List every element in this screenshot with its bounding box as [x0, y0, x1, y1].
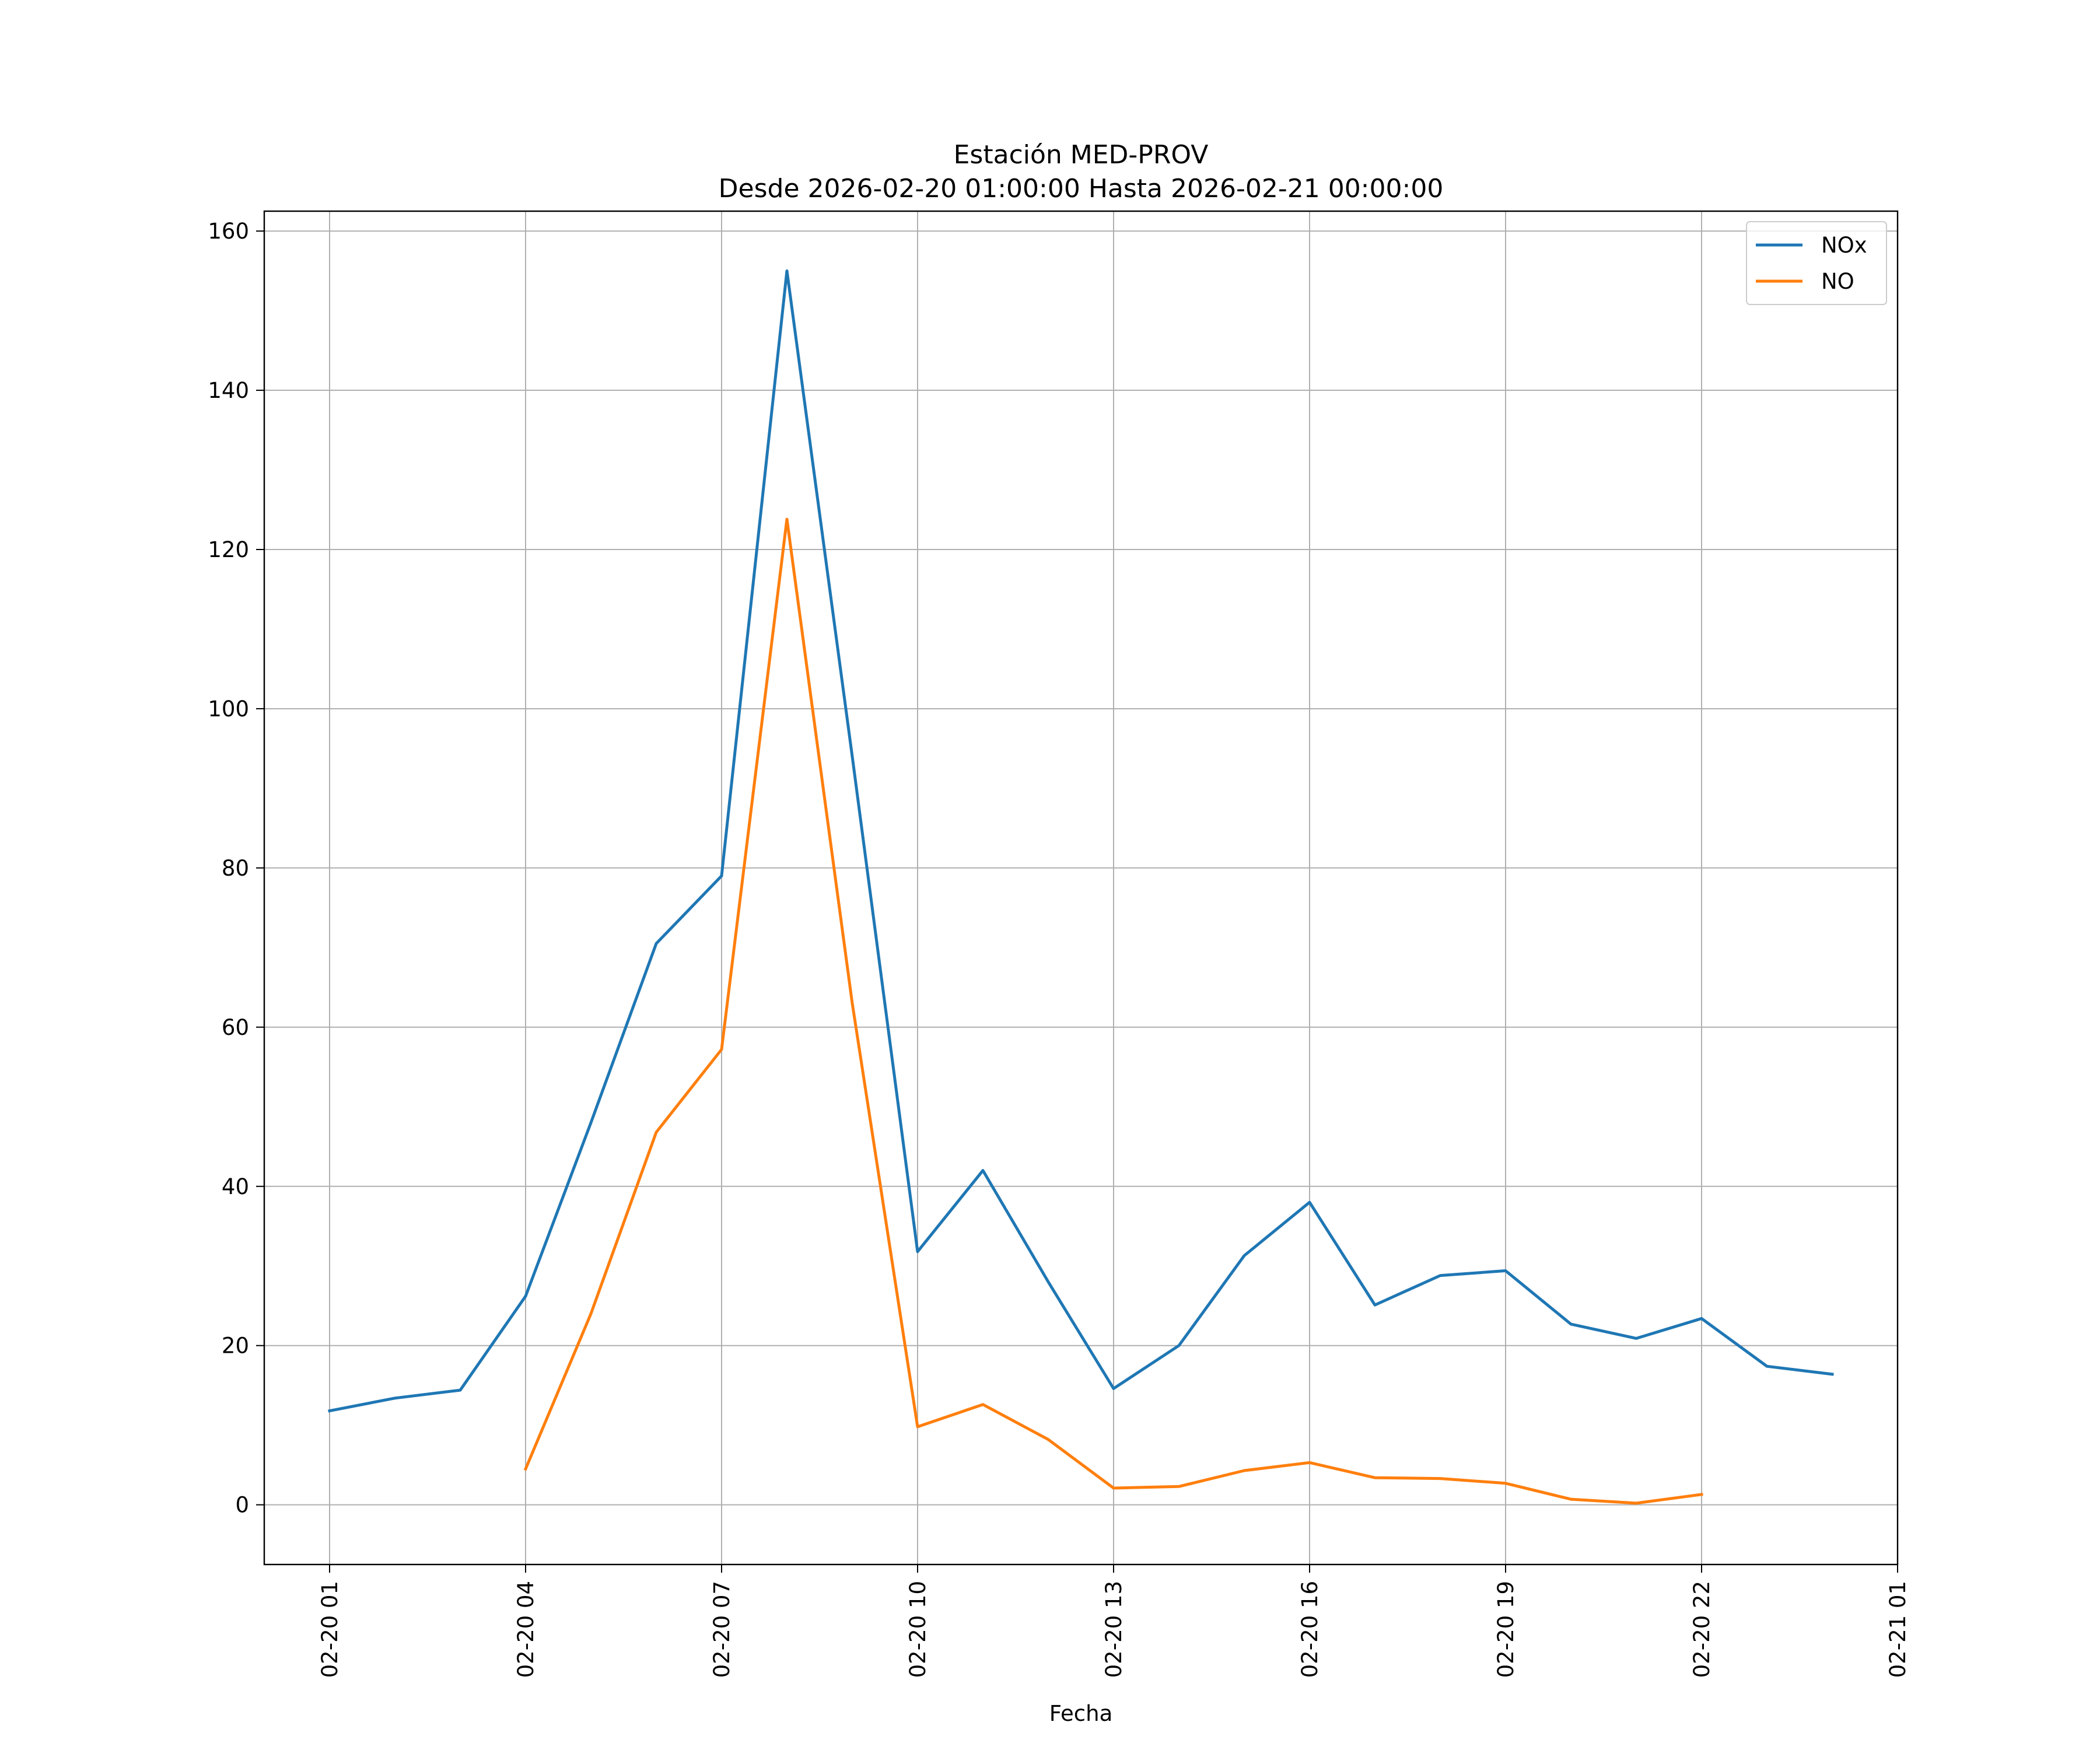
grid [264, 211, 1898, 1564]
legend-label-nox: NOx [1821, 233, 1867, 258]
y-tick-label: 60 [222, 1015, 249, 1040]
series-line-no [523, 517, 1703, 1505]
chart-subtitle: Desde 2026-02-20 01:00:00 Hasta 2026-02-… [719, 174, 1444, 204]
x-tick-label: 02-20 07 [709, 1581, 734, 1678]
x-axis-label: Fecha [1049, 1701, 1113, 1726]
x-tick-label: 02-20 16 [1297, 1581, 1322, 1678]
x-tick-label: 02-20 19 [1493, 1581, 1518, 1678]
y-tick-label: 160 [208, 219, 249, 244]
x-tick-label: 02-20 13 [1101, 1581, 1126, 1678]
x-tick-label: 02-20 10 [905, 1581, 930, 1678]
y-tick-label: 40 [222, 1174, 249, 1199]
x-tick-label: 02-20 22 [1689, 1581, 1714, 1678]
y-tick-label: 80 [222, 856, 249, 881]
y-tick-label: 0 [235, 1493, 249, 1518]
legend: NOx NO [1746, 221, 1887, 305]
x-tick-label: 02-21 01 [1885, 1581, 1910, 1678]
y-tick-label: 20 [222, 1334, 249, 1359]
y-tick-label: 100 [208, 696, 249, 722]
axes: 0 20 40 60 80 100 120 140 160 02-20 01 02-20 04 02-… [208, 219, 1910, 1678]
plot-frame [263, 210, 1899, 1566]
series-line-nox [328, 269, 1834, 1413]
legend-box [1746, 221, 1887, 305]
y-tick-label: 120 [208, 537, 249, 562]
series-layer [328, 269, 1834, 1505]
y-tick-label: 140 [208, 378, 249, 403]
chart-title: Estación MED-PROV [954, 140, 1209, 170]
x-tick-label: 02-20 04 [513, 1581, 538, 1678]
legend-label-no: NO [1821, 269, 1854, 294]
x-tick-label: 02-20 01 [317, 1581, 342, 1678]
